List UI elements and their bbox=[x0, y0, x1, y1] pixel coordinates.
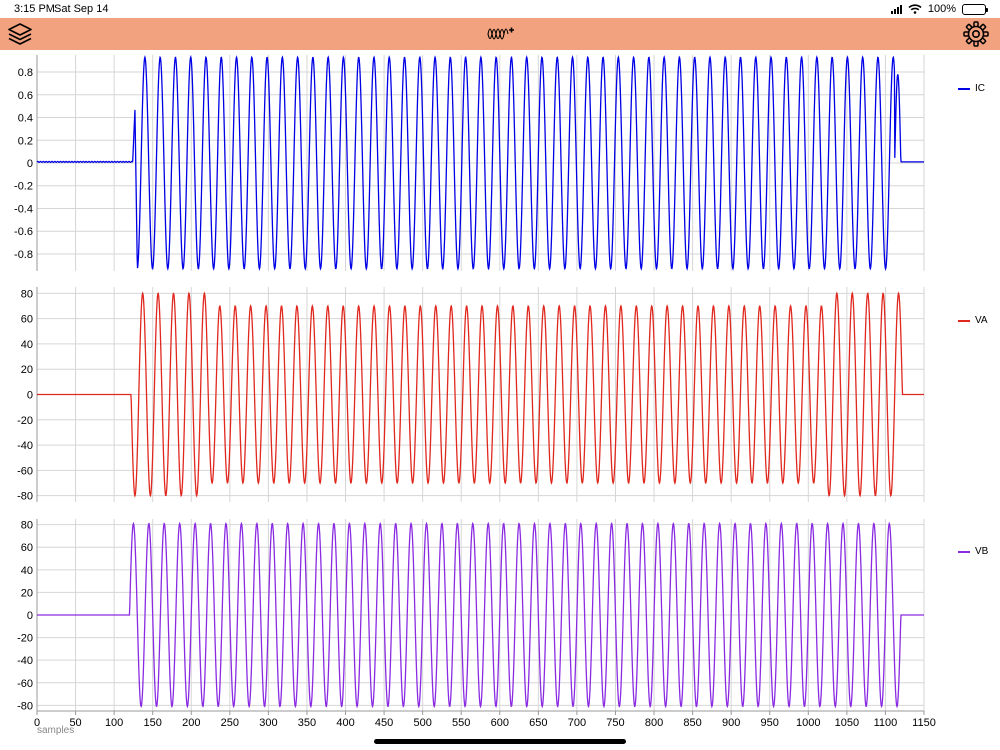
x-tick-label: 100 bbox=[105, 717, 123, 729]
y-tick-label: -80 bbox=[17, 700, 33, 712]
y-tick-label: 60 bbox=[21, 314, 33, 326]
y-tick-label: 0 bbox=[27, 610, 33, 622]
x-tick-label: 600 bbox=[491, 717, 509, 729]
x-tick-label: 250 bbox=[221, 717, 239, 729]
legend-ic: IC bbox=[958, 83, 985, 94]
layers-icon[interactable] bbox=[7, 21, 33, 47]
legend-label-va: VA bbox=[975, 315, 988, 326]
x-tick-label: 300 bbox=[259, 717, 277, 729]
y-tick-label: -0.4 bbox=[14, 203, 33, 215]
x-tick-label: 550 bbox=[452, 717, 470, 729]
wifi-icon bbox=[908, 4, 922, 14]
y-tick-label: 0.4 bbox=[18, 113, 33, 125]
x-tick-label: 700 bbox=[568, 717, 586, 729]
x-tick-label: 450 bbox=[375, 717, 393, 729]
gear-icon[interactable] bbox=[963, 21, 989, 47]
y-tick-label: 80 bbox=[21, 288, 33, 300]
y-tick-label: -40 bbox=[17, 440, 33, 452]
legend-label-vb: VB bbox=[975, 546, 989, 557]
y-tick-label: -40 bbox=[17, 655, 33, 667]
series-line-ic bbox=[36, 55, 924, 271]
y-tick-label: -0.8 bbox=[14, 249, 33, 261]
x-tick-label: 50 bbox=[69, 717, 81, 729]
legend-swatch-vb bbox=[958, 550, 970, 553]
x-tick-label: 750 bbox=[606, 717, 624, 729]
toolbar bbox=[0, 18, 1000, 50]
x-tick-label: 500 bbox=[413, 717, 431, 729]
status-right: 100% bbox=[890, 3, 988, 15]
status-bar: 3:15 PM Sat Sep 14 100% bbox=[0, 0, 1000, 18]
y-tick-label: 0.8 bbox=[18, 67, 33, 79]
y-tick-label: -60 bbox=[17, 678, 33, 690]
signal-plots[interactable]: 0.80.60.40.20-0.2-0.4-0.6-0.8806040200-2… bbox=[0, 52, 1000, 737]
legend-label-ic: IC bbox=[975, 83, 985, 94]
series-line-vb bbox=[37, 521, 924, 709]
y-tick-label: 40 bbox=[21, 339, 33, 351]
home-indicator[interactable] bbox=[374, 739, 626, 744]
x-tick-label: 350 bbox=[298, 717, 316, 729]
legend-swatch-va bbox=[958, 319, 970, 322]
y-tick-label: 40 bbox=[21, 565, 33, 577]
status-date: Sat Sep 14 bbox=[54, 3, 109, 15]
x-tick-label: 1100 bbox=[874, 717, 898, 729]
x-tick-label: 650 bbox=[529, 717, 547, 729]
y-tick-label: -80 bbox=[17, 491, 33, 503]
chart-panel-va: 80 60 40 20 0 -20 -40 -60 -80 bbox=[17, 287, 925, 503]
y-tick-label: 80 bbox=[21, 520, 33, 532]
x-tick-label: 150 bbox=[144, 717, 162, 729]
x-tick-label: 1000 bbox=[796, 717, 820, 729]
x-tick-label: 950 bbox=[761, 717, 779, 729]
y-tick-label: 20 bbox=[21, 364, 33, 376]
x-tick-label: 900 bbox=[722, 717, 740, 729]
series-line-va bbox=[37, 291, 924, 498]
y-tick-label: 0 bbox=[27, 158, 33, 170]
x-tick-label: 800 bbox=[645, 717, 663, 729]
x-tick-label: 1150 bbox=[912, 717, 936, 729]
y-tick-label: -0.2 bbox=[14, 181, 33, 193]
y-tick-label: 0.2 bbox=[18, 135, 33, 147]
legend-swatch-ic bbox=[958, 87, 970, 90]
x-tick-label: 850 bbox=[683, 717, 701, 729]
battery-percent: 100% bbox=[927, 3, 956, 15]
add-waveform-icon[interactable] bbox=[486, 21, 514, 47]
cellular-signal-icon bbox=[890, 4, 902, 14]
y-tick-label: 0.6 bbox=[18, 90, 33, 102]
x-tick-label: 1050 bbox=[835, 717, 859, 729]
chart-panel-ic: 0.8 0.6 0.4 0.2 0 -0.2 -0.4 -0.6 -0.8 bbox=[14, 55, 925, 271]
x-tick-label: 200 bbox=[182, 717, 200, 729]
y-tick-label: 0 bbox=[27, 390, 33, 402]
y-tick-label: -60 bbox=[17, 465, 33, 477]
battery-icon bbox=[962, 3, 988, 15]
y-tick-label: 60 bbox=[21, 542, 33, 554]
y-tick-label: -0.6 bbox=[14, 226, 33, 238]
x-tick-label: 0 bbox=[34, 717, 40, 729]
y-tick-label: -20 bbox=[17, 415, 33, 427]
x-tick-label: 400 bbox=[336, 717, 354, 729]
status-time: 3:15 PM bbox=[14, 3, 55, 15]
x-axis-title: samples bbox=[37, 725, 75, 736]
legend-vb: VB bbox=[958, 546, 988, 557]
legend-va: VA bbox=[958, 315, 988, 326]
y-tick-label: -20 bbox=[17, 633, 33, 645]
y-tick-label: 20 bbox=[21, 587, 33, 599]
